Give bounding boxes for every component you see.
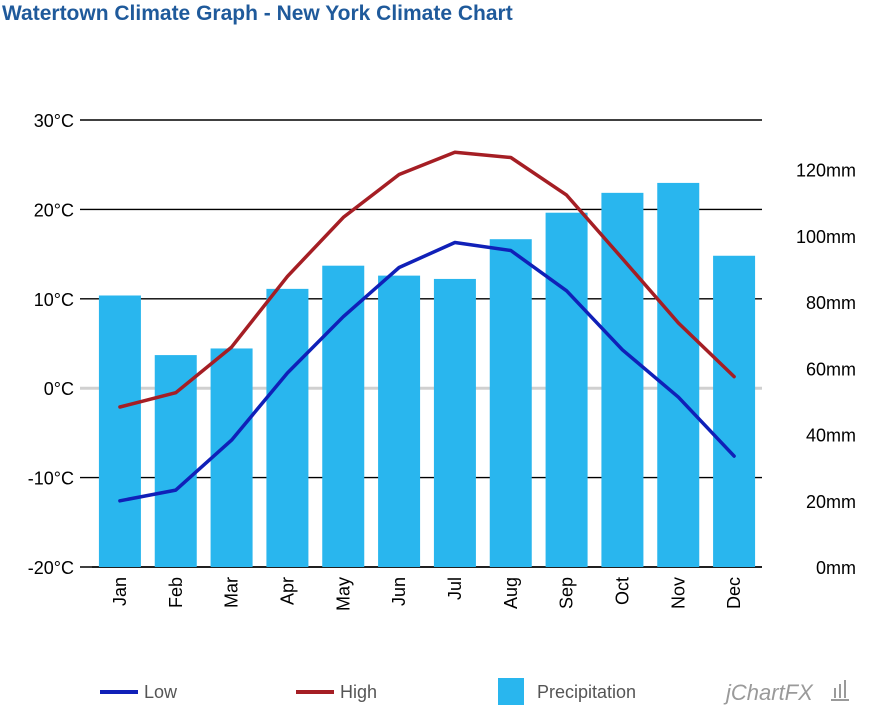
right-tick-label: 40mm bbox=[806, 426, 856, 446]
low-temperature-line bbox=[118, 240, 736, 503]
precipitation-bar-aug bbox=[489, 239, 532, 567]
x-tick-label: Sep bbox=[557, 577, 577, 609]
x-tick-label: Jul bbox=[445, 577, 465, 600]
left-tick-label: 30°C bbox=[34, 111, 74, 131]
temperature-lines bbox=[118, 150, 736, 503]
x-axis-ticks: Jan Feb Mar Apr May Jun Jul Aug Sep Oct Nov Dec bbox=[110, 577, 744, 611]
right-tick-label: 80mm bbox=[806, 293, 856, 313]
precipitation-legend-swatch bbox=[498, 678, 524, 705]
high-temperature-line bbox=[118, 150, 736, 409]
precipitation-bar-nov bbox=[657, 182, 700, 567]
x-tick-label: Dec bbox=[724, 577, 744, 609]
left-tick-label: -20°C bbox=[28, 558, 74, 578]
x-tick-label: Mar bbox=[222, 577, 242, 608]
gridlines bbox=[80, 119, 762, 568]
x-tick-label: Nov bbox=[668, 577, 688, 609]
x-tick-label: Jun bbox=[389, 577, 409, 606]
x-tick-label: Feb bbox=[166, 577, 186, 608]
precipitation-bar-jun bbox=[378, 275, 421, 567]
x-tick-label: Jan bbox=[110, 577, 130, 606]
precipitation-bar-may bbox=[322, 265, 365, 567]
right-tick-label: 100mm bbox=[796, 227, 856, 247]
brand-watermark: jChartFX bbox=[723, 680, 814, 705]
precipitation-bar-oct bbox=[601, 192, 644, 567]
precipitation-bar-mar bbox=[210, 348, 253, 567]
right-tick-label: 20mm bbox=[806, 492, 856, 512]
left-axis-ticks: 30°C 20°C 10°C 0°C -10°C -20°C bbox=[28, 111, 74, 578]
high-legend-label: High bbox=[340, 682, 377, 702]
x-tick-label: May bbox=[333, 577, 353, 611]
precipitation-bar-dec bbox=[713, 255, 756, 567]
precipitation-bar-feb bbox=[154, 355, 197, 567]
precipitation-bar-jan bbox=[98, 295, 141, 567]
precipitation-bar-sep bbox=[545, 212, 588, 567]
precipitation-bar-apr bbox=[266, 288, 309, 567]
precipitation-bars bbox=[98, 182, 756, 567]
precipitation-bar-jul bbox=[433, 278, 476, 567]
legend: Low High Precipitation bbox=[100, 678, 849, 705]
right-tick-label: 120mm bbox=[796, 161, 856, 181]
low-legend-label: Low bbox=[144, 682, 178, 702]
precipitation-legend-label: Precipitation bbox=[537, 682, 636, 702]
left-tick-label: 20°C bbox=[34, 200, 74, 220]
right-tick-label: 60mm bbox=[806, 359, 856, 379]
chart-title: Watertown Climate Graph - New York Clima… bbox=[2, 2, 513, 25]
right-tick-label: 0mm bbox=[816, 558, 856, 578]
left-tick-label: 10°C bbox=[34, 290, 74, 310]
x-tick-label: Apr bbox=[277, 577, 297, 605]
left-tick-label: 0°C bbox=[44, 379, 74, 399]
bar-chart-icon bbox=[831, 680, 849, 701]
left-tick-label: -10°C bbox=[28, 469, 74, 489]
x-tick-label: Oct bbox=[612, 577, 632, 605]
right-axis-ticks: 120mm 100mm 80mm 60mm 40mm 20mm 0mm bbox=[796, 161, 856, 578]
x-tick-label: Aug bbox=[501, 577, 521, 609]
